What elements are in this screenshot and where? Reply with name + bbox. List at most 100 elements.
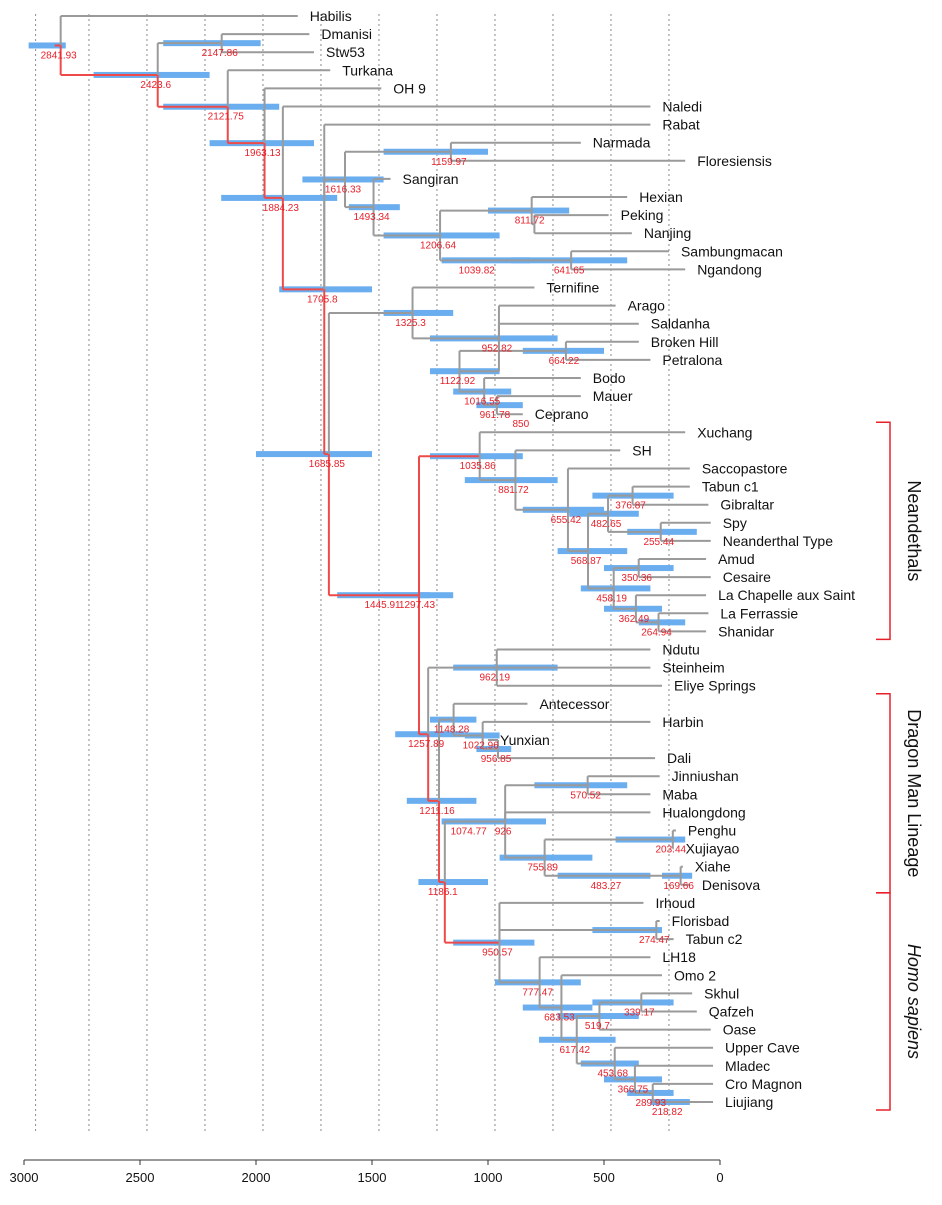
- node-age-label: 203.44: [656, 845, 687, 856]
- taxon-sangiran: Sangiran: [403, 171, 459, 187]
- taxon-penghu: Penghu: [688, 823, 736, 839]
- node-age-label: 2841.93: [41, 50, 78, 61]
- age-interval-bar: [557, 548, 628, 555]
- age-interval-bar: [627, 528, 697, 535]
- taxon-hexian: Hexian: [639, 189, 683, 205]
- node-age-label: 1039.82: [459, 265, 496, 276]
- node-age-label: 1493.34: [353, 212, 390, 223]
- node-age-label: 169.66: [663, 881, 694, 892]
- node-age-label: 274.47: [639, 935, 670, 946]
- time-axis: 3000 2500 2000 1500 1000 500 0: [10, 1159, 724, 1185]
- taxon-spy: Spy: [723, 515, 747, 531]
- node-age-label: 1445.91: [364, 600, 401, 611]
- node-age-label: 655.42: [551, 515, 582, 526]
- node-age-label: 961.78: [480, 410, 511, 421]
- taxon-la-ferrassie: La Ferrassie: [720, 605, 798, 621]
- node-age-label: 2147.86: [202, 48, 239, 59]
- age-interval-bar: [638, 619, 686, 626]
- taxon-oh-9: OH 9: [393, 80, 426, 96]
- node-age-label: 1016.55: [464, 397, 501, 408]
- node-age-label: 453.68: [597, 1069, 628, 1080]
- node-age-label: 617.42: [559, 1045, 590, 1056]
- taxon-stw53: Stw53: [326, 44, 365, 60]
- taxon-mladec: Mladec: [725, 1058, 770, 1074]
- axis-tick-label: 2000: [242, 1170, 271, 1185]
- taxon-habilis: Habilis: [310, 8, 352, 24]
- taxon-yunxian: Yunxian: [500, 732, 550, 748]
- node-age-label: 881.72: [498, 485, 529, 496]
- gridlines: [35, 14, 670, 1132]
- node-age-label: 289.93: [635, 1098, 666, 1109]
- taxon-broken-hill: Broken Hill: [651, 334, 719, 350]
- node-age-label: 519.7: [585, 1021, 610, 1032]
- taxon-arago: Arago: [628, 298, 666, 314]
- age-interval-bar: [418, 879, 488, 886]
- node-age-label: 664.22: [549, 356, 580, 367]
- age-interval-bar: [406, 797, 477, 804]
- axis-tick-label: 1000: [474, 1170, 503, 1185]
- node-age-label: 952.82: [482, 343, 513, 354]
- taxon-antecessor: Antecessor: [539, 696, 609, 712]
- taxon-gibraltar: Gibraltar: [720, 497, 774, 513]
- group-label-neandethals: Neandethals: [904, 480, 924, 581]
- node-age-label: 850: [512, 419, 529, 430]
- taxon-la-chapelle-aux-saint: La Chapelle aux Saint: [718, 587, 855, 603]
- node-age-label: 1297.43: [399, 600, 436, 611]
- taxon-skhul: Skhul: [704, 985, 739, 1001]
- taxon-tabun-c1: Tabun c1: [702, 479, 759, 495]
- node-age-label: 1685.85: [309, 459, 346, 470]
- age-interval-bar: [28, 42, 66, 49]
- node-age-label: 683.53: [544, 1013, 575, 1024]
- taxon-cro-magnon: Cro Magnon: [725, 1076, 802, 1092]
- group-label-dragon-man-lineage: Dragon Man Lineage: [904, 709, 924, 877]
- taxon-sh: SH: [632, 442, 651, 458]
- axis-tick-label: 0: [716, 1170, 723, 1185]
- node-age-label: 926: [495, 826, 512, 837]
- taxon-peking: Peking: [621, 207, 664, 223]
- clade-brackets: Neandethals Dragon Man Lineage Homo sapien…: [876, 421, 924, 1111]
- node-age-label: 570.52: [570, 790, 601, 801]
- node-age-label: 755.89: [527, 863, 558, 874]
- taxon-irhoud: Irhoud: [655, 895, 695, 911]
- age-interval-bar: [279, 286, 372, 293]
- bracket-neandethals: [876, 421, 891, 641]
- age-interval-bar: [383, 232, 500, 239]
- taxon-neanderthal-type: Neanderthal Type: [723, 533, 833, 549]
- node-age-label: 483.27: [591, 881, 622, 892]
- taxon-bodo: Bodo: [593, 370, 626, 386]
- taxon-ceprano: Ceprano: [535, 406, 589, 422]
- node-age-label: 1705.8: [307, 294, 338, 305]
- taxon-denisova: Denisova: [702, 877, 761, 893]
- taxon-upper-cave: Upper Cave: [725, 1040, 800, 1056]
- node-age-label: 1159.97: [431, 157, 467, 168]
- node-age-label: 350.36: [621, 573, 652, 584]
- node-age-label: 255.44: [643, 537, 674, 548]
- taxon-tabun-c2: Tabun c2: [686, 931, 743, 947]
- node-age-label: 962.19: [479, 673, 510, 684]
- age-interval-bar: [580, 585, 651, 592]
- taxon-omo-2: Omo 2: [674, 967, 716, 983]
- taxon-ngandong: Ngandong: [697, 261, 762, 277]
- age-interval-bar: [383, 309, 454, 316]
- taxon-liujiang: Liujiang: [725, 1094, 773, 1110]
- age-interval-bar: [256, 451, 372, 458]
- age-interval-bar: [476, 402, 523, 409]
- node-age-label: 218.82: [652, 1107, 683, 1118]
- node-age-label: 2121.75: [208, 112, 245, 123]
- node-age-label: 1884.23: [263, 203, 300, 214]
- node-age-label: 264.94: [641, 627, 672, 638]
- taxon-maba: Maba: [662, 786, 697, 802]
- node-age-label: 1206.64: [420, 240, 457, 251]
- node-age-label: 339.17: [624, 1007, 655, 1018]
- node-age-label: 376.87: [615, 501, 646, 512]
- node-age-label: 1074.77: [451, 826, 488, 837]
- node-age-label: 956.85: [481, 754, 512, 765]
- node-age-label: 641.65: [554, 265, 585, 276]
- node-age-label: 1022.96: [463, 740, 500, 751]
- taxon-dmanisi: Dmanisi: [321, 26, 372, 42]
- taxon-ternifine: Ternifine: [546, 280, 599, 296]
- node-age-label: 1325.3: [395, 318, 426, 329]
- node-age-label: 811.72: [515, 216, 545, 227]
